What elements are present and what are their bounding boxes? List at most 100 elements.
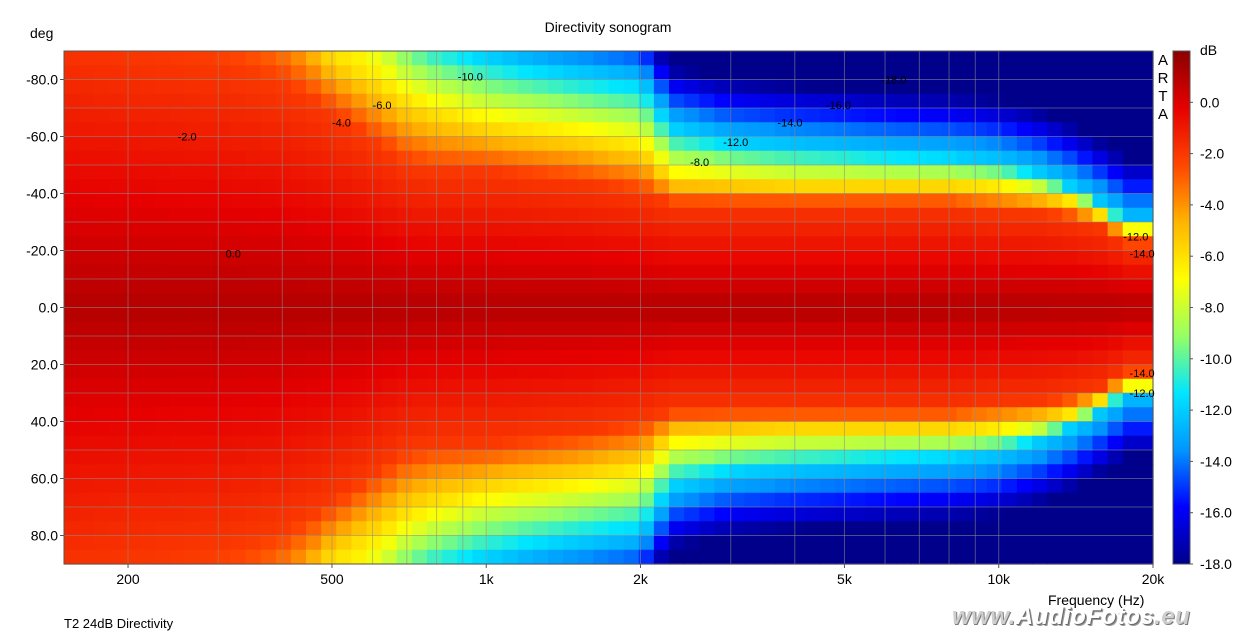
heatmap-cell (532, 136, 549, 152)
heatmap-cell (1137, 464, 1154, 480)
heatmap-cell (986, 179, 1003, 195)
heatmap-cell (548, 222, 564, 237)
heatmap-cell (820, 478, 836, 494)
heatmap-cell (623, 364, 640, 380)
heatmap-cell (306, 378, 322, 394)
heatmap-cell (971, 108, 988, 123)
heatmap-cell (548, 108, 564, 123)
heatmap-cell (154, 464, 171, 480)
heatmap-cell (1107, 350, 1124, 366)
heatmap-cell (820, 136, 836, 152)
heatmap-cell (1092, 193, 1109, 209)
heatmap-cell (215, 407, 231, 423)
chart-caption: T2 24dB Directivity (64, 616, 174, 631)
heatmap-cell (1122, 179, 1139, 195)
heatmap-cell (608, 307, 625, 323)
heatmap-cell (109, 250, 126, 266)
contour-label: -6.0 (373, 100, 392, 112)
heatmap-cell (381, 507, 398, 522)
heatmap-cell (381, 108, 398, 123)
heatmap-cell (1077, 321, 1094, 337)
heatmap-cell (396, 450, 413, 465)
heatmap-cell (593, 378, 610, 394)
heatmap-cell (230, 122, 247, 138)
heatmap-cell (805, 108, 821, 123)
heatmap-cell (245, 435, 262, 451)
heatmap-cell (593, 222, 610, 237)
heatmap-cell (427, 421, 443, 437)
heatmap-cell (1122, 222, 1139, 237)
heatmap-cell (306, 507, 322, 522)
heatmap-cell (442, 165, 458, 180)
heatmap-cell (154, 193, 171, 209)
heatmap-cell (865, 549, 882, 565)
heatmap-cell (865, 93, 882, 109)
heatmap-cell (109, 122, 126, 138)
heatmap-cell (669, 236, 685, 252)
heatmap-cell (336, 293, 352, 309)
heatmap-cell (835, 350, 852, 366)
x-axis-label: Frequency (Hz) (1048, 592, 1145, 608)
heatmap-cell (154, 450, 171, 465)
heatmap-cell (517, 222, 534, 237)
heatmap-cell (351, 79, 368, 95)
heatmap-cell (1107, 421, 1124, 437)
heatmap-cell (1092, 478, 1109, 494)
heatmap-cell (971, 193, 988, 209)
heatmap-cell (260, 521, 277, 537)
heatmap-cell (880, 150, 897, 166)
heatmap-cell (1047, 393, 1063, 408)
heatmap-cell (774, 535, 791, 551)
heatmap-cell (729, 122, 746, 138)
heatmap-cell (109, 535, 126, 551)
heatmap-cell (865, 364, 882, 380)
heatmap-cell (850, 193, 867, 209)
heatmap-cell (200, 364, 216, 380)
heatmap-cell (669, 207, 685, 223)
heatmap-cell (1001, 207, 1018, 223)
heatmap-cell (532, 450, 549, 465)
heatmap-cell (185, 478, 201, 494)
heatmap-cell (638, 264, 655, 280)
heatmap-cell (1122, 207, 1139, 223)
heatmap-cell (669, 65, 685, 81)
heatmap-cell (729, 364, 746, 380)
heatmap-cell (820, 393, 836, 408)
heatmap-cell (64, 535, 80, 551)
heatmap-cell (200, 179, 216, 195)
heatmap-cell (64, 193, 80, 209)
heatmap-cell (774, 478, 791, 494)
heatmap-cell (457, 336, 473, 351)
heatmap-cell (396, 93, 413, 109)
heatmap-cell (351, 549, 368, 565)
heatmap-cell (381, 350, 398, 366)
heatmap-cell (956, 150, 973, 166)
heatmap-cell (1107, 108, 1124, 123)
heatmap-cell (366, 79, 383, 95)
heatmap-cell (487, 435, 504, 451)
heatmap-cell (336, 549, 352, 565)
heatmap-cell (548, 535, 564, 551)
heatmap-cell (714, 264, 731, 280)
heatmap-cell (850, 350, 867, 366)
heatmap-cell (593, 207, 610, 223)
heatmap-cell (442, 236, 458, 252)
heatmap-cell (427, 51, 443, 66)
heatmap-cell (805, 150, 821, 166)
heatmap-cell (1062, 222, 1078, 237)
heatmap-cell (669, 165, 685, 180)
heatmap-cell (442, 264, 458, 280)
heatmap-cell (790, 264, 806, 280)
heatmap-cell (169, 250, 186, 266)
heatmap-cell (502, 79, 519, 95)
heatmap-cell (321, 521, 337, 537)
heatmap-cell (245, 350, 262, 366)
heatmap-cell (411, 264, 428, 280)
heatmap-cell (517, 108, 534, 123)
heatmap-cell (895, 450, 912, 465)
heatmap-cell (835, 222, 852, 237)
heatmap-cell (275, 350, 292, 366)
heatmap-cell (850, 478, 867, 494)
heatmap-cell (593, 507, 610, 522)
heatmap-cell (729, 321, 746, 337)
